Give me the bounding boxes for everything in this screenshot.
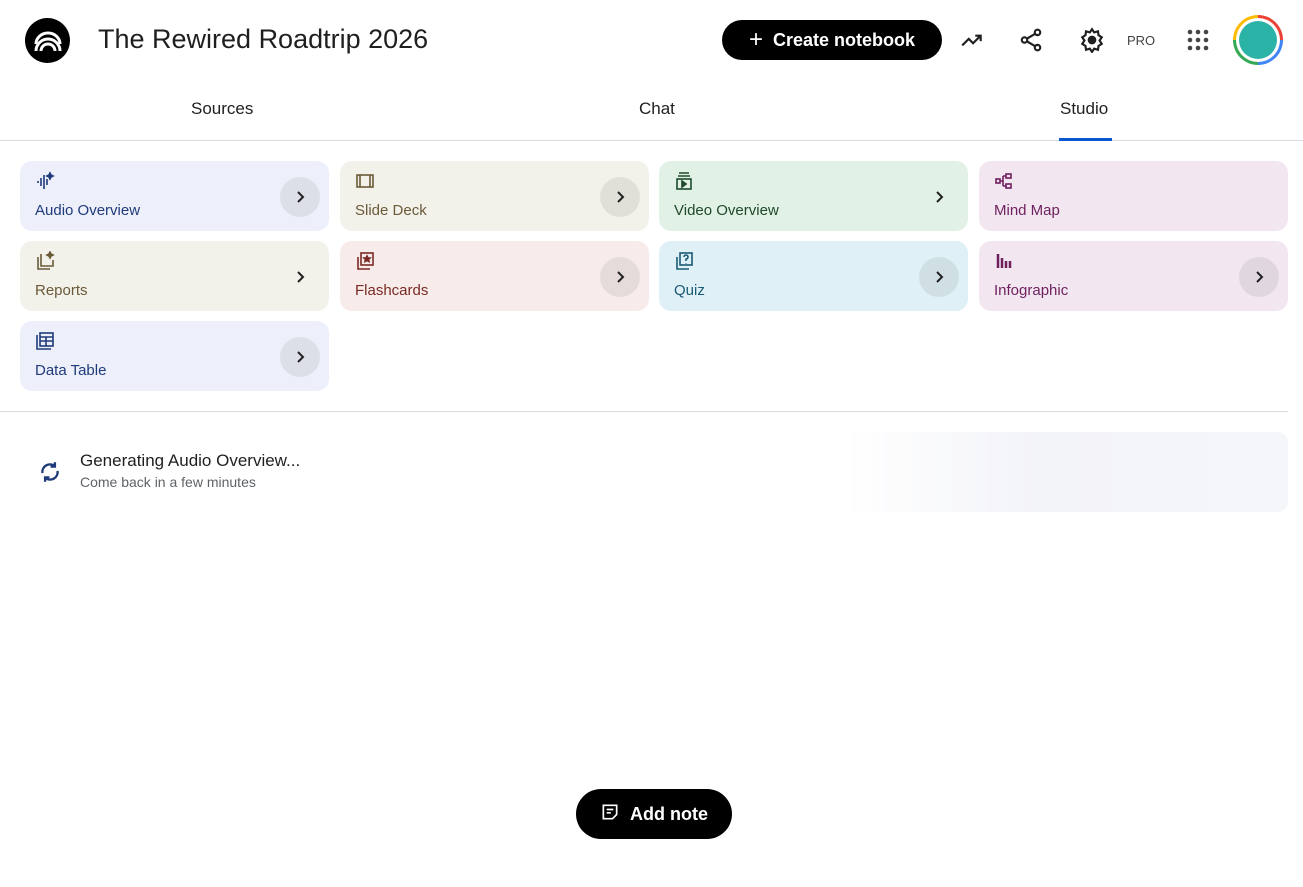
plus-icon: + <box>748 26 763 53</box>
studio-card-label: Data Table <box>35 362 107 379</box>
studio-card-reports[interactable]: Reports <box>20 241 329 311</box>
studio-card-mind-map[interactable]: Mind Map <box>979 161 1288 231</box>
slides-icon <box>355 171 375 191</box>
infographic-icon <box>994 251 1014 271</box>
studio-card-slide-deck[interactable]: Slide Deck <box>340 161 649 231</box>
studio-card-label: Flashcards <box>355 282 429 299</box>
studio-card-label: Mind Map <box>994 202 1060 219</box>
video-icon <box>674 171 694 191</box>
chevron-right-icon[interactable] <box>600 177 640 217</box>
sync-icon <box>37 459 63 490</box>
quiz-icon <box>674 251 694 271</box>
pro-badge: PRO <box>1127 33 1156 48</box>
tab-sources[interactable]: Sources <box>191 99 254 118</box>
studio-card-label: Audio Overview <box>35 202 141 219</box>
generating-subtitle: Come back in a few minutes <box>80 474 256 490</box>
chevron-right-icon[interactable] <box>280 257 320 297</box>
chevron-right-icon[interactable] <box>280 337 320 377</box>
data-table-icon <box>35 331 55 351</box>
analytics-icon[interactable] <box>958 26 986 54</box>
chevron-right-icon[interactable] <box>919 257 959 297</box>
chevron-right-icon[interactable] <box>280 177 320 217</box>
chevron-right-icon[interactable] <box>919 177 959 217</box>
section-divider <box>0 411 1288 412</box>
studio-card-label: Infographic <box>994 282 1069 299</box>
generating-audio-overview-item[interactable]: Generating Audio Overview... Come back i… <box>20 432 1288 512</box>
studio-card-flashcards[interactable]: Flashcards <box>340 241 649 311</box>
studio-card-infographic[interactable]: Infographic <box>979 241 1288 311</box>
share-icon[interactable] <box>1017 26 1045 54</box>
chevron-right-icon[interactable] <box>1239 257 1279 297</box>
notebook-title[interactable]: The Rewired Roadtrip 2026 <box>98 24 429 54</box>
avatar[interactable] <box>1233 15 1283 65</box>
studio-card-label: Slide Deck <box>355 202 427 219</box>
create-notebook-button[interactable]: + Create notebook <box>722 20 942 60</box>
notebooklm-logo-icon[interactable] <box>25 18 70 63</box>
studio-card-audio-overview[interactable]: Audio Overview <box>20 161 329 231</box>
settings-icon[interactable] <box>1078 26 1106 54</box>
flashcards-icon <box>355 251 375 271</box>
tab-divider <box>0 140 1303 141</box>
add-note-button[interactable]: Add note <box>576 789 732 839</box>
chevron-right-icon[interactable] <box>600 257 640 297</box>
studio-card-label: Video Overview <box>674 202 779 219</box>
studio-card-quiz[interactable]: Quiz <box>659 241 968 311</box>
reports-icon <box>35 250 55 271</box>
audio-waveform-icon <box>35 171 55 191</box>
mind-map-icon <box>994 171 1014 191</box>
studio-card-video-overview[interactable]: Video Overview <box>659 161 968 231</box>
active-tab-indicator <box>1059 138 1112 141</box>
note-icon <box>600 802 620 827</box>
generating-title: Generating Audio Overview... <box>80 451 301 470</box>
studio-card-label: Reports <box>35 282 88 299</box>
tab-chat[interactable]: Chat <box>639 99 675 118</box>
apps-grid-icon[interactable] <box>1184 26 1212 54</box>
studio-card-label: Quiz <box>674 282 705 299</box>
tab-studio[interactable]: Studio <box>1060 99 1109 118</box>
studio-card-data-table[interactable]: Data Table <box>20 321 329 391</box>
